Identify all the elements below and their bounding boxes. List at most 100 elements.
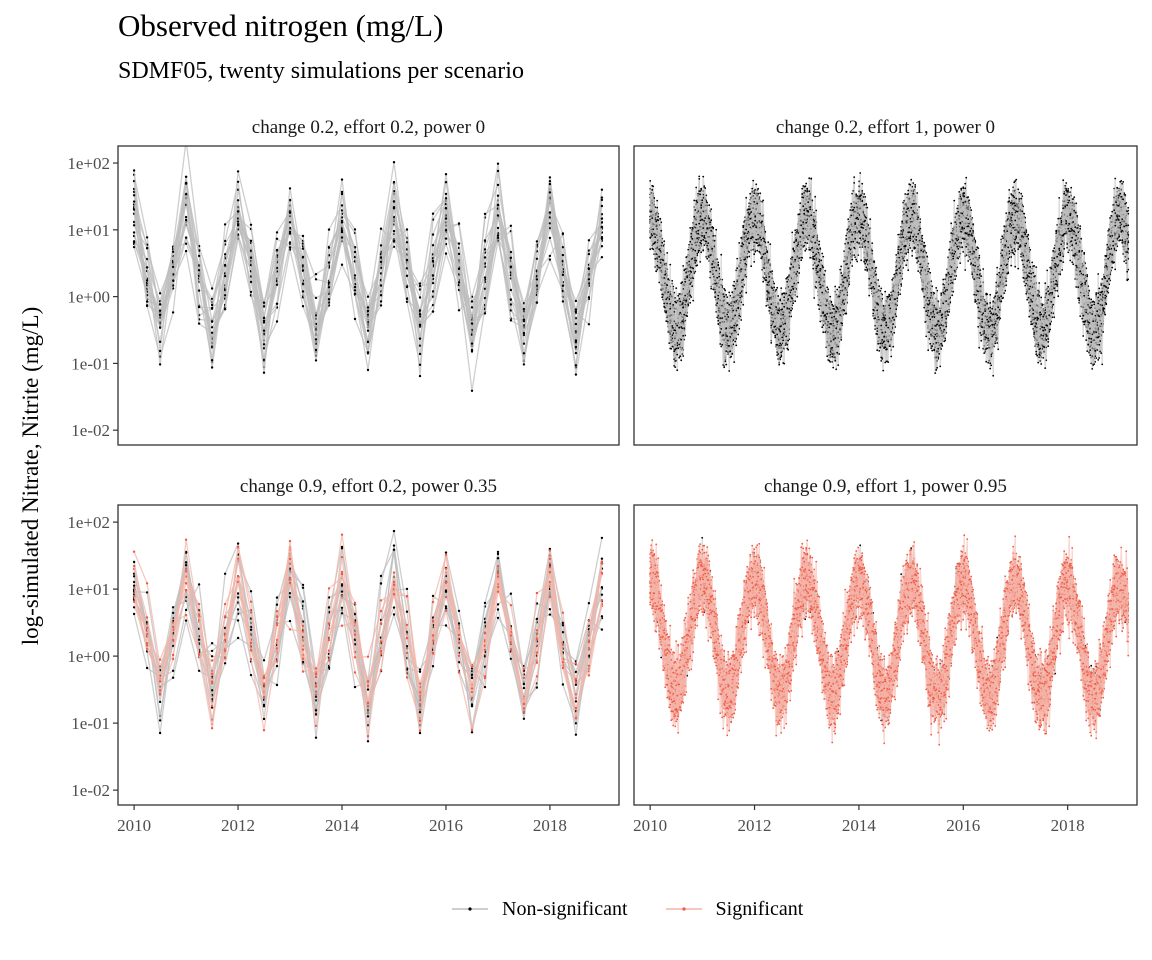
data-point [301, 305, 305, 308]
data-point [340, 178, 344, 181]
data-point [301, 282, 305, 285]
data-point [262, 305, 266, 308]
data-point [210, 359, 214, 362]
data-point [327, 286, 331, 289]
data-point [236, 199, 240, 202]
facet-strip-label: change 0.2, effort 1, power 0 [776, 117, 995, 138]
data-point [600, 237, 604, 240]
data-point [819, 320, 822, 323]
data-point [600, 225, 604, 228]
data-point [548, 258, 552, 261]
data-point [587, 252, 591, 256]
data-point [742, 224, 745, 227]
data-point [405, 300, 409, 303]
data-point [522, 331, 526, 335]
data-point [863, 193, 866, 195]
data-point [223, 263, 227, 267]
data-point [340, 221, 344, 224]
data-point [444, 237, 448, 240]
data-point [1053, 316, 1056, 319]
data-point [301, 264, 305, 267]
data-point [366, 309, 370, 313]
data-point [1082, 335, 1085, 337]
data-point [1119, 239, 1122, 242]
data-point [698, 175, 701, 178]
data-point [132, 224, 136, 227]
data-point [921, 237, 924, 240]
data-point [1062, 179, 1065, 182]
data-point [379, 244, 383, 247]
data-point [431, 281, 435, 285]
data-point [509, 288, 513, 292]
data-point [340, 192, 344, 196]
data-point [832, 305, 835, 307]
data-point [431, 290, 435, 293]
data-point [509, 250, 513, 254]
data-point [158, 292, 162, 295]
data-point [483, 212, 487, 216]
data-point [379, 294, 383, 297]
data-point [726, 296, 729, 298]
data-point [184, 242, 188, 245]
data-point [288, 221, 292, 224]
data-point [223, 274, 227, 278]
data-point [796, 295, 799, 298]
data-point [301, 290, 305, 293]
data-point [522, 307, 526, 311]
data-point [314, 273, 318, 276]
data-point [483, 276, 487, 279]
data-point [587, 296, 591, 299]
data-point [444, 192, 448, 196]
data-point [574, 373, 578, 376]
data-point [431, 274, 435, 277]
data-point [574, 330, 578, 333]
data-point [158, 340, 162, 343]
data-point [574, 345, 578, 349]
chart-title: Observed nitrogen (mg/L) [118, 8, 443, 44]
data-point [1104, 313, 1107, 316]
data-point [379, 284, 383, 287]
series-group [132, 146, 604, 392]
data-point [366, 295, 370, 298]
data-point [470, 300, 474, 303]
data-point [1010, 264, 1013, 267]
data-point [753, 261, 756, 263]
y-tick-label: 1e-02 [71, 421, 110, 440]
data-point [809, 256, 812, 259]
data-point [444, 207, 448, 210]
y-tick-label: 1e+02 [67, 154, 110, 173]
data-point [236, 220, 240, 223]
data-point [496, 226, 500, 230]
data-point [249, 290, 253, 294]
data-point [587, 323, 591, 326]
data-point [1097, 359, 1100, 361]
data-point [548, 211, 552, 214]
data-point [587, 267, 591, 271]
data-point [145, 279, 149, 282]
data-point [457, 309, 461, 312]
data-point [574, 364, 578, 367]
data-point [262, 371, 266, 374]
data-point [1079, 225, 1082, 228]
data-point [353, 317, 357, 321]
data-point [288, 211, 292, 214]
data-point [780, 287, 783, 289]
data-point [275, 248, 279, 252]
data-point [600, 204, 604, 208]
data-point [132, 200, 136, 203]
data-point [132, 194, 136, 197]
data-point [851, 265, 854, 267]
data-point [210, 326, 214, 329]
data-point [965, 176, 968, 179]
data-point [418, 374, 422, 378]
data-point [158, 309, 162, 312]
data-point [145, 236, 149, 239]
data-point [197, 254, 201, 258]
data-point [907, 189, 910, 192]
data-point [806, 187, 809, 190]
data-point [314, 314, 318, 317]
data-point [831, 303, 834, 306]
data-point [929, 342, 932, 345]
series-group [649, 172, 1130, 377]
data-point [184, 215, 188, 219]
